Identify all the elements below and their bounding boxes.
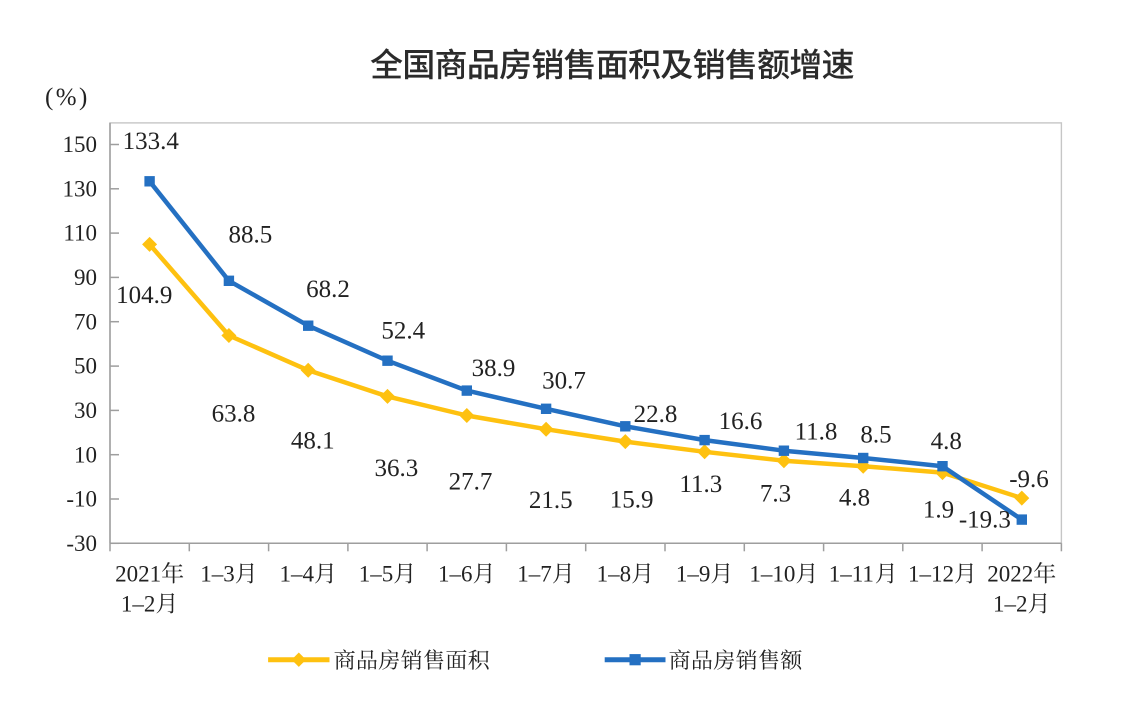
svg-text:1–3: 1–3 bbox=[200, 562, 235, 587]
svg-text:10: 10 bbox=[74, 442, 97, 467]
svg-text:38.9: 38.9 bbox=[472, 355, 516, 382]
svg-text:-10: -10 bbox=[66, 487, 97, 512]
svg-text:1–4: 1–4 bbox=[280, 562, 315, 587]
svg-text:27.7: 27.7 bbox=[449, 469, 493, 496]
svg-text:52.4: 52.4 bbox=[381, 317, 425, 344]
svg-text:150: 150 bbox=[63, 132, 98, 157]
svg-text:22.8: 22.8 bbox=[634, 401, 678, 428]
svg-text:1–5: 1–5 bbox=[359, 562, 394, 587]
svg-text:11.8: 11.8 bbox=[795, 419, 838, 446]
svg-text:1–10: 1–10 bbox=[749, 562, 795, 587]
svg-text:15.9: 15.9 bbox=[610, 486, 654, 513]
svg-text:30: 30 bbox=[74, 398, 97, 423]
svg-text:1–12: 1–12 bbox=[908, 562, 954, 587]
svg-text:50: 50 bbox=[74, 354, 97, 379]
svg-text:21.5: 21.5 bbox=[529, 487, 573, 514]
svg-text:110: 110 bbox=[63, 221, 97, 246]
svg-text:7.3: 7.3 bbox=[760, 480, 791, 507]
svg-text:133.4: 133.4 bbox=[123, 128, 180, 155]
svg-text:1–6: 1–6 bbox=[438, 562, 473, 587]
svg-text:8.5: 8.5 bbox=[860, 421, 891, 448]
svg-text:-9.6: -9.6 bbox=[1009, 466, 1049, 493]
svg-text:16.6: 16.6 bbox=[719, 408, 763, 435]
svg-text:1–8: 1–8 bbox=[597, 562, 632, 587]
svg-text:88.5: 88.5 bbox=[229, 221, 273, 248]
svg-text:68.2: 68.2 bbox=[306, 276, 350, 303]
svg-text:-19.3: -19.3 bbox=[959, 506, 1011, 533]
svg-text:130: 130 bbox=[63, 176, 98, 201]
svg-text:30.7: 30.7 bbox=[542, 368, 586, 395]
svg-text:4.8: 4.8 bbox=[931, 428, 962, 455]
svg-text:-30: -30 bbox=[66, 531, 97, 556]
svg-text:(%): (%) bbox=[45, 84, 90, 111]
svg-text:1.9: 1.9 bbox=[923, 496, 954, 523]
svg-text:4.8: 4.8 bbox=[839, 484, 870, 511]
svg-text:63.8: 63.8 bbox=[212, 400, 256, 427]
svg-text:1–7: 1–7 bbox=[517, 562, 552, 587]
svg-text:2022: 2022 bbox=[987, 562, 1033, 587]
svg-text:1–11: 1–11 bbox=[829, 562, 874, 587]
svg-text:11.3: 11.3 bbox=[679, 471, 722, 498]
svg-text:48.1: 48.1 bbox=[291, 428, 335, 455]
svg-text:1–2: 1–2 bbox=[993, 592, 1028, 617]
svg-text:70: 70 bbox=[74, 309, 97, 334]
svg-text:104.9: 104.9 bbox=[116, 282, 172, 309]
svg-text:1–2: 1–2 bbox=[121, 592, 155, 617]
svg-text:90: 90 bbox=[74, 265, 97, 290]
svg-text:2021: 2021 bbox=[115, 562, 161, 587]
svg-text:36.3: 36.3 bbox=[375, 455, 419, 482]
svg-text:1–9: 1–9 bbox=[676, 562, 711, 587]
